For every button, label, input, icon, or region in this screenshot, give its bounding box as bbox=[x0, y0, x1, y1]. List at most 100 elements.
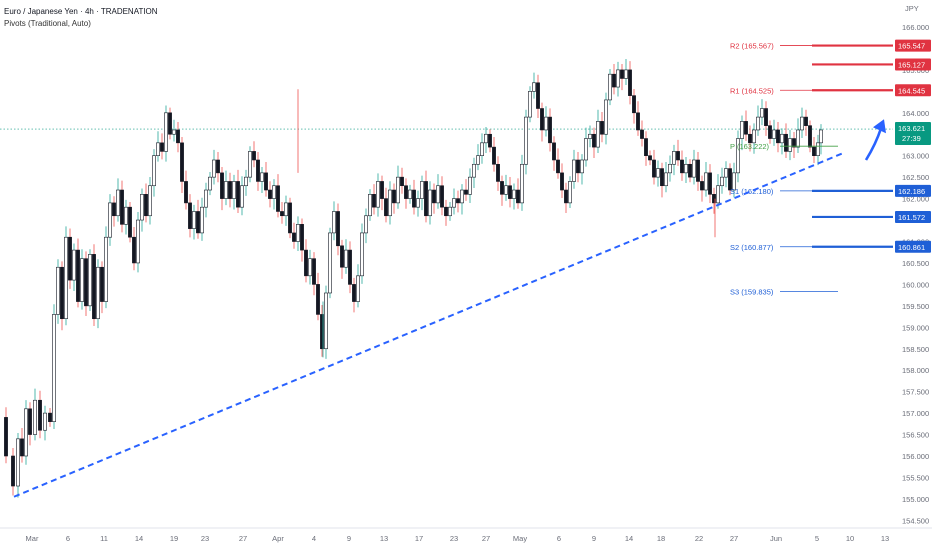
pivot-label-p: P (163.222) bbox=[730, 142, 770, 151]
price-tick-label: 156.000 bbox=[902, 452, 929, 461]
time-tick-label: 10 bbox=[846, 534, 854, 543]
candle-body bbox=[260, 172, 264, 182]
candle-body bbox=[100, 266, 104, 302]
time-tick-label: 13 bbox=[881, 534, 889, 543]
candle-body bbox=[660, 168, 664, 187]
candle-body bbox=[436, 185, 440, 204]
candle-body bbox=[448, 206, 452, 217]
time-tick-label: 5 bbox=[815, 534, 819, 543]
price-tick-label: 159.500 bbox=[902, 302, 929, 311]
candles bbox=[4, 59, 823, 498]
candle-body bbox=[744, 121, 748, 135]
pivot-label-r1: R1 (164.525) bbox=[730, 86, 774, 95]
candle-body bbox=[724, 168, 728, 178]
time-tick-label: 9 bbox=[592, 534, 596, 543]
candle-body bbox=[748, 133, 752, 144]
candle-body bbox=[76, 249, 80, 302]
candle-body bbox=[712, 194, 716, 204]
candle-body bbox=[604, 99, 608, 135]
time-tick-label: 6 bbox=[557, 534, 561, 543]
candle-body bbox=[68, 236, 72, 281]
candle-body bbox=[180, 142, 184, 182]
candle-body bbox=[220, 172, 224, 199]
candle-body bbox=[440, 185, 444, 208]
candle-body bbox=[216, 159, 220, 174]
trendline bbox=[13, 152, 843, 498]
time-tick-label: 22 bbox=[695, 534, 703, 543]
price-tick-label: 155.000 bbox=[902, 495, 929, 504]
candle-body bbox=[736, 138, 740, 174]
time-tick-label: 19 bbox=[170, 534, 178, 543]
candle-body bbox=[120, 189, 124, 225]
price-tag-bg bbox=[895, 184, 931, 197]
candle-body bbox=[108, 202, 112, 238]
arrow-head bbox=[873, 119, 886, 134]
candle-body bbox=[592, 133, 596, 148]
candle-body bbox=[520, 163, 524, 204]
candle-body bbox=[644, 138, 648, 156]
candle-body bbox=[612, 73, 616, 88]
candle-body bbox=[268, 189, 272, 199]
candle-body bbox=[452, 198, 456, 208]
candle-body bbox=[608, 73, 612, 101]
candle-body bbox=[248, 151, 252, 178]
candle-body bbox=[92, 254, 96, 320]
candle-body bbox=[28, 408, 32, 435]
time-tick-label: May bbox=[513, 534, 527, 543]
price-axis: 166.000165.500165.000164.500164.000163.5… bbox=[893, 0, 932, 550]
candle-body bbox=[600, 121, 604, 135]
candle-body bbox=[508, 185, 512, 199]
price-tag-text: 160.861 bbox=[898, 243, 925, 252]
candle-body bbox=[352, 284, 356, 302]
candle-body bbox=[680, 159, 684, 174]
price-tick-label: 166.000 bbox=[902, 23, 929, 32]
candle-body bbox=[568, 181, 572, 204]
time-tick-label: 23 bbox=[450, 534, 458, 543]
candle-body bbox=[552, 142, 556, 161]
candle-body bbox=[240, 185, 244, 208]
candle-body bbox=[760, 108, 764, 118]
candle-body bbox=[536, 82, 540, 109]
candle-body bbox=[80, 258, 84, 302]
price-tags: 165.547 165.127 164.545 162.186 161.572 160.8… bbox=[895, 39, 931, 253]
candle-body bbox=[172, 129, 176, 135]
candle-body bbox=[564, 189, 568, 204]
candle-body bbox=[11, 455, 15, 487]
candle-body bbox=[336, 211, 340, 247]
price-tag-text: 165.547 bbox=[898, 42, 925, 51]
candle-body bbox=[616, 69, 620, 88]
candle-body bbox=[176, 129, 180, 144]
price-tag-bg bbox=[895, 240, 931, 253]
candle-body bbox=[404, 185, 408, 199]
candle-body bbox=[656, 168, 660, 178]
price-tick-label: 163.000 bbox=[902, 152, 929, 161]
price-tag-r2b: 165.127 bbox=[895, 58, 931, 71]
candle-body bbox=[516, 189, 520, 204]
indicator-legend[interactable]: Pivots (Traditional, Auto) bbox=[4, 19, 91, 28]
candle-body bbox=[492, 146, 496, 165]
price-tick-label: 160.500 bbox=[902, 259, 929, 268]
time-tick-label: 27 bbox=[730, 534, 738, 543]
candle-body bbox=[584, 138, 588, 161]
time-tick-label: 14 bbox=[135, 534, 143, 543]
candle-body bbox=[480, 142, 484, 157]
candle-body bbox=[256, 159, 260, 182]
candle-body bbox=[320, 314, 324, 350]
time-tick-label: 9 bbox=[347, 534, 351, 543]
candle-body bbox=[808, 125, 812, 148]
candle-body bbox=[776, 129, 780, 144]
candle-body bbox=[484, 133, 488, 144]
price-tag-bg bbox=[895, 39, 931, 52]
candle-body bbox=[580, 159, 584, 174]
candle-body bbox=[628, 69, 632, 96]
candle-body bbox=[500, 181, 504, 195]
candle-body bbox=[292, 232, 296, 242]
arrow-shaft bbox=[864, 127, 883, 161]
time-tick-label: 18 bbox=[657, 534, 665, 543]
price-tag-bg bbox=[895, 84, 931, 97]
candle-body bbox=[112, 202, 116, 217]
candle-body bbox=[819, 129, 823, 144]
last-price-tag-bg bbox=[895, 122, 931, 146]
candle-body bbox=[308, 258, 312, 277]
